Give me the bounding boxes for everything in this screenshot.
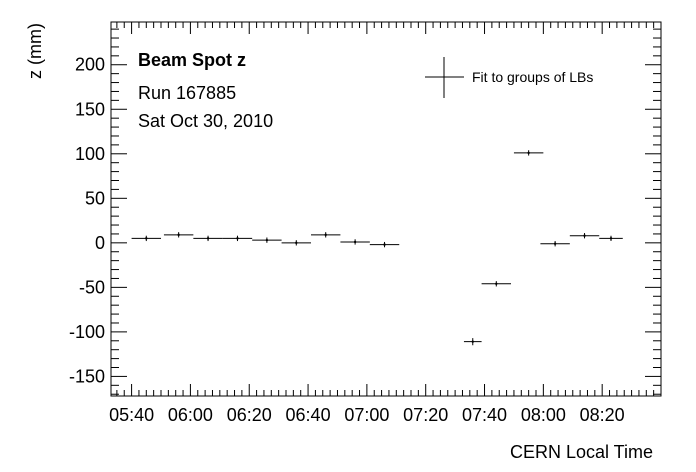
y-tick-label: 150 [75, 99, 105, 119]
point-marker [583, 234, 586, 237]
point-marker [527, 151, 530, 155]
point-marker [353, 240, 357, 244]
data-point [540, 241, 570, 247]
x-axis-label: CERN Local Time [510, 442, 653, 462]
point-marker [295, 241, 298, 245]
x-tick-label: 06:20 [227, 405, 272, 425]
point-marker [553, 242, 557, 245]
x-tick-label: 06:40 [286, 405, 331, 425]
point-marker [236, 237, 239, 240]
x-tick-label: 08:20 [580, 405, 625, 425]
data-point [513, 150, 544, 156]
data-point [193, 235, 223, 242]
data-point [481, 281, 511, 287]
point-marker [265, 238, 269, 242]
y-axis-label: z (mm) [25, 23, 45, 79]
point-marker [471, 340, 474, 343]
x-tick-label: 08:00 [521, 405, 566, 425]
data-point [569, 233, 600, 239]
point-marker [495, 282, 498, 285]
x-tick-label: 07:20 [403, 405, 448, 425]
data-point [599, 235, 623, 242]
data-point [222, 235, 253, 242]
date-label: Sat Oct 30, 2010 [138, 111, 273, 131]
y-tick-label: 0 [95, 233, 105, 253]
data-point [131, 235, 161, 242]
point-marker [609, 237, 613, 240]
point-marker [324, 233, 327, 237]
x-tick-label: 06:00 [168, 405, 213, 425]
frame [110, 21, 662, 397]
x-tick-label: 07:40 [462, 405, 507, 425]
y-tick-label: 200 [75, 55, 105, 75]
y-tick-label: -50 [79, 277, 105, 297]
y-tick-label: 100 [75, 144, 105, 164]
y-tick-label: 50 [85, 188, 105, 208]
x-tick-label: 07:00 [344, 405, 389, 425]
run-label: Run 167885 [138, 83, 236, 103]
point-marker [206, 237, 210, 240]
data-point [369, 241, 400, 248]
point-marker [177, 233, 180, 237]
point-marker [383, 243, 386, 246]
data-point [463, 338, 482, 346]
y-tick-label: -100 [69, 322, 105, 342]
legend-label: Fit to groups of LBs [472, 69, 593, 85]
data-point [281, 240, 311, 246]
y-tick-label: -150 [69, 366, 105, 386]
legend: Fit to groups of LBs [425, 57, 593, 98]
data-point [311, 232, 341, 238]
data-point [340, 239, 370, 245]
x-tick-label: 05:40 [109, 405, 154, 425]
point-marker [145, 237, 148, 240]
data-point [252, 237, 282, 243]
chart-title: Beam Spot z [138, 50, 246, 70]
data-point [163, 232, 194, 238]
